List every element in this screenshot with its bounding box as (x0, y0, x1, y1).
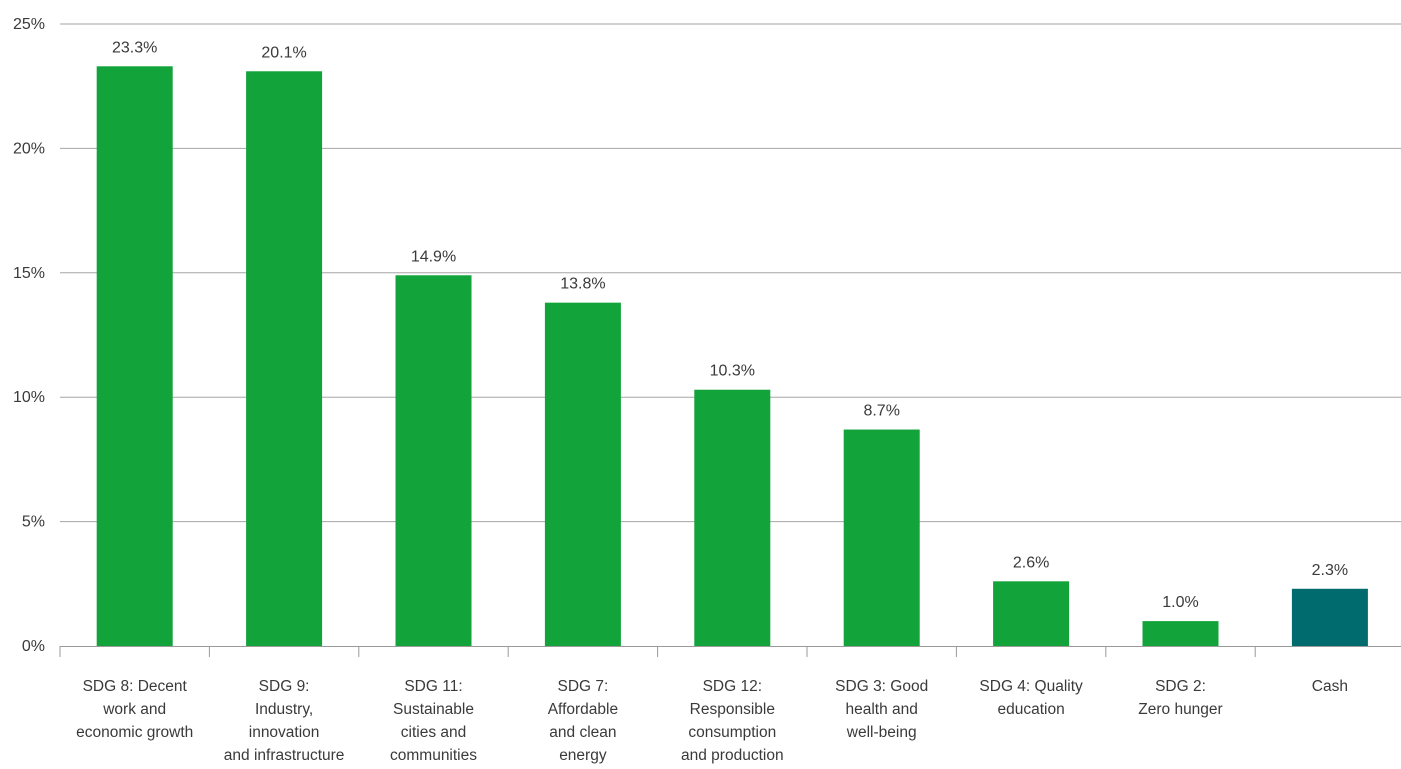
category-label-line: SDG 8: Decent (83, 678, 188, 695)
y-axis-ticks: 0% 5% 10% 15% 20% 25% (13, 16, 45, 655)
category-label-line: and production (681, 747, 784, 764)
y-tick-label: 15% (13, 265, 45, 282)
category-label-line: and clean (549, 724, 616, 741)
category-label: SDG 4: Quality education (979, 678, 1083, 718)
category-label: SDG 7: Affordable and clean energy (548, 678, 618, 764)
category-label-line: well-being (846, 724, 917, 741)
bar (993, 581, 1070, 646)
bars (96, 66, 1368, 647)
data-label: 10.3% (710, 363, 755, 380)
data-label: 13.8% (560, 276, 605, 293)
category-label: SDG 8: Decent work and economic growth (76, 678, 193, 741)
bar (395, 275, 472, 646)
bar (843, 429, 920, 646)
category-label-line: SDG 12: (703, 678, 762, 695)
data-label: 1.0% (1162, 594, 1198, 611)
y-tick-label: 20% (13, 140, 45, 157)
data-label: 2.3% (1312, 562, 1348, 579)
category-label-line: education (997, 701, 1064, 718)
data-label: 8.7% (863, 403, 899, 420)
bar (544, 302, 621, 646)
category-label-line: economic growth (76, 724, 193, 741)
category-label-line: SDG 11: (404, 678, 462, 695)
data-label: 2.6% (1013, 554, 1049, 571)
bar (1291, 588, 1368, 646)
category-label-line: consumption (688, 724, 776, 741)
category-label-line: Sustainable (393, 701, 474, 718)
category-label-line: innovation (249, 724, 320, 741)
data-label: 14.9% (411, 248, 456, 265)
category-label-line: Zero hunger (1138, 701, 1222, 718)
y-tick-label: 5% (22, 514, 45, 531)
category-label-line: SDG 4: Quality (979, 678, 1083, 695)
category-label: SDG 11: Sustainable cities and communities (390, 678, 477, 764)
category-label: SDG 2: Zero hunger (1138, 678, 1222, 718)
data-labels: 23.3% 20.1% 14.9% 13.8% 10.3% 8.7% 2.6% 1.0% 2.3… (112, 39, 1348, 611)
category-label-line: communities (390, 747, 477, 764)
data-label: 20.1% (261, 44, 306, 61)
category-label-line: energy (559, 747, 607, 764)
category-label: Cash (1312, 678, 1348, 695)
bar (1142, 621, 1219, 646)
category-labels: SDG 8: Decent work and economic growthSDG … (76, 678, 1348, 764)
category-label-line: Responsible (690, 701, 775, 718)
category-label-line: and infrastructure (224, 747, 345, 764)
category-label-line: SDG 2: (1155, 678, 1206, 695)
bar (246, 71, 323, 647)
y-tick-label: 25% (13, 16, 45, 33)
category-label-line: SDG 9: (259, 678, 310, 695)
data-label: 23.3% (112, 39, 157, 56)
x-axis (59, 646, 1401, 657)
category-label: SDG 12: Responsible consumption and product… (681, 678, 784, 764)
category-label-line: SDG 3: Good (835, 678, 928, 695)
category-label-line: cities and (401, 724, 466, 741)
category-label-line: SDG 7: (557, 678, 608, 695)
bar (694, 389, 771, 646)
category-label-line: work and (102, 701, 166, 718)
category-label-line: health and (845, 701, 917, 718)
category-label: SDG 9: Industry, innovation and infrastruct… (224, 678, 345, 764)
category-label: SDG 3: Good health and well-being (835, 678, 928, 741)
bar (96, 66, 173, 646)
category-label-line: Cash (1312, 678, 1348, 695)
category-label-line: Industry, (255, 701, 313, 718)
y-tick-label: 10% (13, 389, 45, 406)
category-label-line: Affordable (548, 701, 618, 718)
y-tick-label: 0% (22, 638, 45, 655)
